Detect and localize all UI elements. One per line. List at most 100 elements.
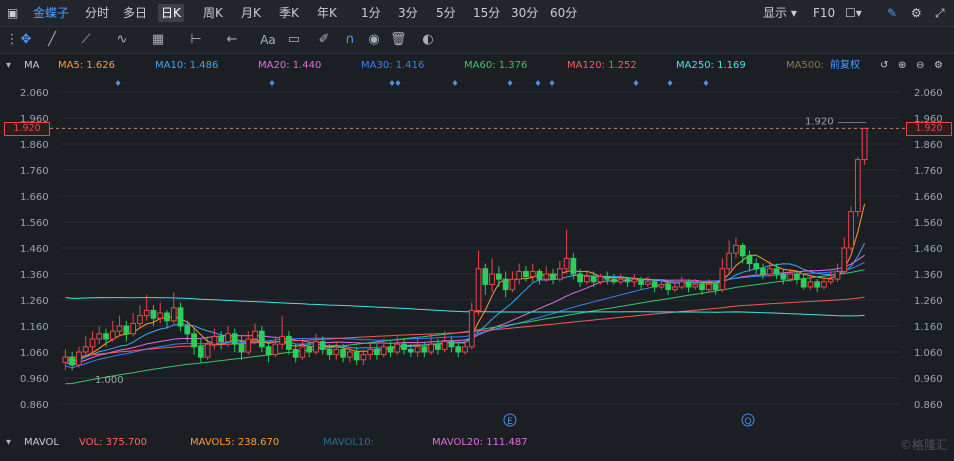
candle-body <box>841 247 848 272</box>
tab-zhouk[interactable]: 周K <box>203 6 223 20</box>
tab-1min[interactable]: 1分 <box>361 6 381 20</box>
candle-body <box>590 276 597 283</box>
adjust-button[interactable]: 前复权 <box>830 60 860 71</box>
candle-body <box>672 286 678 291</box>
candle-body <box>448 341 455 348</box>
tab-niank[interactable]: 年K <box>317 6 337 20</box>
toggle-icon[interactable]: ◐ <box>422 32 434 47</box>
ma120-label: MA120: 1.252 <box>567 60 637 71</box>
add-icon[interactable]: ⊕ <box>898 60 907 71</box>
y-tick-label-left: 1.660 <box>20 192 49 203</box>
low-annotation: 1.000 <box>95 375 124 386</box>
collapse-icon[interactable]: ▾ <box>6 60 12 71</box>
trash-icon[interactable]: 🗑 <box>390 32 407 47</box>
crosshair-icon[interactable]: ✥ <box>20 32 32 47</box>
measure-tool-icon[interactable]: ▦ <box>151 32 165 47</box>
candle-body <box>258 330 265 348</box>
candle-body <box>177 307 184 327</box>
candle-body <box>96 333 103 340</box>
tab-5min[interactable]: 5分 <box>436 6 456 20</box>
candle-body <box>624 278 631 283</box>
tab-fenshi[interactable]: 分时 <box>85 6 110 20</box>
tab-3min[interactable]: 3分 <box>398 6 418 20</box>
candle-body <box>739 244 746 257</box>
y-tick-label-right: 1.160 <box>914 322 943 333</box>
tab-15min[interactable]: 15分 <box>473 6 501 20</box>
channel-tool-icon[interactable]: ⟋ <box>81 32 91 47</box>
watermark: ©格隆汇 <box>899 438 948 452</box>
y-tick-label-right: 1.460 <box>914 244 943 255</box>
candle-body <box>651 281 658 288</box>
candle-body <box>238 343 245 353</box>
wave-tool-icon[interactable]: ∿ <box>116 32 128 47</box>
undo-icon[interactable]: ↺ <box>880 60 889 71</box>
remove-icon[interactable]: ⊖ <box>916 60 925 71</box>
ma60-label: MA60: 1.376 <box>464 60 528 71</box>
candle-body <box>401 343 407 350</box>
drag-handle-icon[interactable]: ⋮ <box>5 32 19 47</box>
y-tick-label-right: 1.660 <box>914 192 943 203</box>
candle-body <box>272 343 279 356</box>
candle-body <box>265 346 272 356</box>
event-marker-icon <box>389 80 395 86</box>
event-marker-icon <box>535 80 541 86</box>
candle-body <box>313 341 319 353</box>
candle-body <box>286 335 292 350</box>
candle-body <box>245 338 252 353</box>
range-tool-icon[interactable]: ⊢ <box>190 32 202 47</box>
event-circle-icon <box>741 413 755 427</box>
candle-body <box>204 343 211 358</box>
candle-body <box>353 351 360 361</box>
candle-body <box>780 273 787 280</box>
settings-icon[interactable]: ⚙ <box>911 6 922 20</box>
candle-body <box>529 270 536 278</box>
candle-body <box>380 346 387 356</box>
eraser-icon[interactable]: ✐ <box>318 32 330 47</box>
stock-name[interactable]: 金蝶子 <box>33 6 70 20</box>
vol-collapse-icon[interactable]: ▾ <box>6 437 12 448</box>
tab-jik[interactable]: 季K <box>279 6 299 20</box>
gear-icon[interactable]: ⚙ <box>934 60 943 71</box>
ma5-label: MA5: 1.626 <box>58 60 116 71</box>
magnet-icon[interactable]: ∩ <box>345 32 355 47</box>
candle-body <box>685 281 692 288</box>
eye-icon[interactable]: ◉ <box>368 32 380 47</box>
candle-body <box>421 346 428 353</box>
display-label: 显示 <box>763 6 788 20</box>
price-label-left: 1.920 <box>4 122 50 136</box>
tab-yuek[interactable]: 月K <box>241 6 261 20</box>
tab-rik[interactable]: 日K <box>158 4 184 22</box>
pen-icon[interactable]: ✎ <box>887 6 898 20</box>
candle-body <box>854 159 861 213</box>
candle-body <box>455 346 462 353</box>
candle-body <box>766 268 773 275</box>
event-marker-icon <box>507 80 513 86</box>
line-tool-icon[interactable]: ╱ <box>48 32 56 47</box>
candle-body <box>638 278 644 285</box>
y-tick-label-right: 1.860 <box>914 140 943 151</box>
y-tick-label-left: 1.760 <box>20 166 49 177</box>
candle-body <box>611 278 617 283</box>
tab-duori[interactable]: 多日 <box>123 6 148 20</box>
text-tool-icon[interactable]: Aa <box>260 33 276 47</box>
comment-tool-icon[interactable]: ▭ <box>287 32 301 47</box>
tab-30min[interactable]: 30分 <box>511 6 539 20</box>
arrow-tool-icon[interactable]: ← <box>226 32 238 47</box>
ma20-label: MA20: 1.440 <box>258 60 322 71</box>
candle-body <box>103 333 109 340</box>
candle-body <box>773 268 780 275</box>
mavol10-label: MAVOL10: <box>323 437 375 448</box>
candle-body <box>861 127 868 161</box>
fullscreen-icon[interactable]: ⤢ <box>935 6 945 20</box>
y-tick-label-right: 0.860 <box>914 400 943 411</box>
sidebar-toggle-icon[interactable]: ▣ <box>7 6 19 20</box>
candle-body <box>62 356 69 363</box>
checkbox-icon[interactable]: ☐▾ <box>845 6 862 20</box>
tab-60min[interactable]: 60分 <box>550 6 578 20</box>
f10-button[interactable]: F10 <box>813 6 836 20</box>
candle-body <box>495 273 502 280</box>
candle-body <box>441 341 448 350</box>
display-dropdown[interactable]: 显示 ▾ <box>763 6 797 20</box>
y-tick-label-right: 1.560 <box>914 218 943 229</box>
